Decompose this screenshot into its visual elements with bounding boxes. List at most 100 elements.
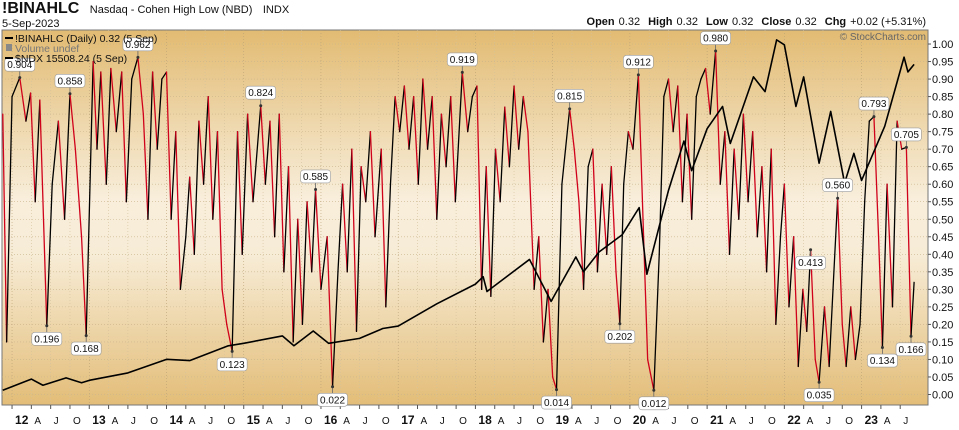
x-tick-label: J	[749, 416, 754, 427]
indicator-segment	[518, 95, 524, 150]
x-tick-label: O	[382, 416, 390, 427]
callout-label: 0.815	[557, 91, 582, 102]
x-tick-label: J	[131, 416, 136, 427]
indicator-segment	[823, 306, 830, 368]
callout-point	[314, 187, 318, 191]
indicator-segment	[719, 130, 726, 185]
indicator-segment	[738, 113, 745, 220]
indicator-segment	[198, 120, 205, 185]
x-tick-label: 19	[556, 413, 570, 427]
x-tick-label: 16	[324, 413, 338, 427]
x-tick-label: J	[903, 416, 908, 427]
x-tick-label: 23	[865, 413, 879, 427]
indicator-segment	[314, 188, 322, 290]
x-tick-label: A	[652, 416, 659, 427]
indicator-segment	[436, 113, 443, 220]
indicator-segment	[417, 78, 424, 185]
callout-label: 0.123	[220, 360, 245, 371]
indicator-segment	[2, 113, 8, 343]
indicator-segment	[450, 95, 456, 203]
indicator-segment	[814, 358, 820, 383]
indicator-segment	[63, 93, 71, 220]
indicator-segment	[337, 183, 344, 273]
callout-label: 0.793	[861, 99, 886, 110]
indicator-segment	[841, 323, 847, 368]
indicator-segment	[573, 148, 580, 203]
indicator-segment	[19, 77, 27, 122]
callout-point	[555, 388, 559, 392]
callout-box	[54, 73, 86, 88]
indicator-segment	[905, 146, 912, 337]
callout-box	[70, 341, 102, 356]
indicator-segment	[592, 148, 599, 273]
indicator-segment	[246, 113, 254, 203]
indicator-segment	[231, 130, 239, 353]
credit: © StockCharts.com	[840, 32, 926, 43]
callout-label: 0.858	[57, 76, 82, 87]
quote-label: Low	[706, 16, 728, 28]
indicator-segment	[522, 95, 529, 133]
indicator-segment	[873, 115, 880, 238]
indicator-segment	[632, 74, 640, 150]
indicator-segment	[283, 166, 290, 273]
indicator-segment	[297, 218, 304, 326]
callout-box	[216, 357, 248, 372]
indicator-segment	[658, 95, 665, 255]
indicator-segment	[365, 130, 372, 203]
indicator-segment	[538, 236, 545, 343]
x-tick-label: J	[440, 416, 445, 427]
indicator-segment	[513, 85, 520, 150]
indicator-segment	[5, 95, 13, 343]
indicator-segment	[212, 130, 219, 220]
callout-point	[568, 107, 572, 111]
legend-label: Volume undef	[15, 43, 79, 55]
indicator-segment	[533, 236, 540, 290]
x-tick-label: J	[826, 416, 831, 427]
indicator-segment	[606, 166, 613, 255]
indicator-segment	[360, 166, 367, 203]
x-tick-label: A	[729, 416, 736, 427]
index-line	[2, 39, 915, 391]
indicator-segment	[311, 188, 317, 273]
indicator-segment	[775, 236, 782, 326]
indicator-segment	[408, 95, 415, 150]
callout-box	[300, 169, 331, 184]
indicator-segment	[864, 120, 870, 203]
y-tick-label: 1.00	[932, 39, 953, 51]
indicator-segment	[57, 120, 66, 220]
callout-label: 0.413	[798, 258, 823, 269]
indicator-segment	[596, 183, 603, 273]
indicator-segment	[273, 113, 280, 238]
indicator-segment	[11, 77, 21, 98]
indicator-segment	[440, 113, 447, 168]
indicator-segment	[752, 130, 758, 238]
indicator-segment	[445, 95, 452, 168]
indicator-segment	[850, 306, 857, 361]
indicator-segment	[672, 85, 679, 133]
data-layer	[2, 39, 915, 391]
callout-point	[909, 334, 913, 338]
x-tick-label: A	[498, 416, 505, 427]
y-tick-label: 0.05	[932, 372, 953, 384]
callout-label: 0.585	[303, 172, 328, 183]
indicator-segment	[29, 92, 36, 203]
x-tick-label: J	[285, 416, 290, 427]
indicator-segment	[454, 71, 463, 203]
indicator-segment	[202, 95, 209, 185]
indicator-segment	[792, 236, 799, 368]
indicator-segment	[587, 148, 594, 168]
x-tick-label: 13	[92, 413, 106, 427]
callout-box	[891, 127, 922, 142]
y-tick-label: 0.30	[932, 284, 953, 296]
x-tick-label: 22	[787, 413, 801, 427]
indicator-segment	[480, 166, 487, 290]
callout-box	[317, 392, 348, 407]
callout-label: 0.012	[641, 399, 666, 410]
x-tick-label: 21	[710, 413, 724, 427]
callout-label: 0.202	[607, 332, 632, 343]
indicator-segment	[320, 236, 328, 290]
indicator-segment	[264, 120, 271, 185]
y-tick-label: 0.45	[932, 232, 953, 244]
indicator-segment	[788, 236, 795, 308]
callout-label: 0.912	[626, 57, 651, 68]
